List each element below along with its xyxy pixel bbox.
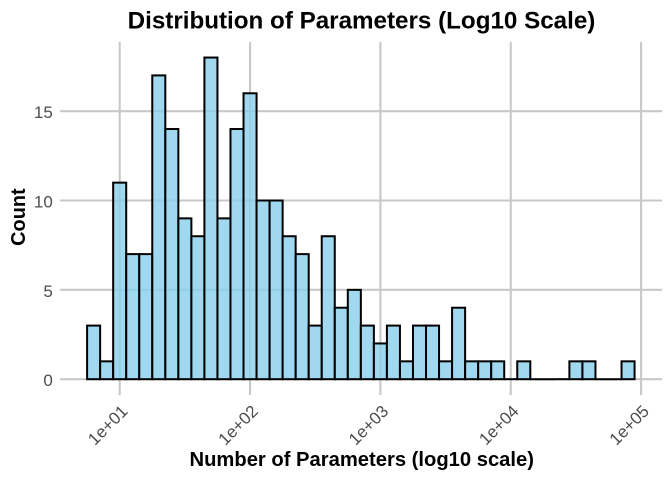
svg-text:0: 0 bbox=[43, 371, 52, 390]
svg-text:Number of Parameters (log10 sc: Number of Parameters (log10 scale) bbox=[190, 449, 534, 471]
svg-text:5: 5 bbox=[43, 282, 52, 301]
svg-text:Count: Count bbox=[8, 188, 30, 246]
svg-text:15: 15 bbox=[34, 103, 53, 122]
svg-text:10: 10 bbox=[34, 192, 53, 211]
svg-text:Distribution of Parameters (Lo: Distribution of Parameters (Log10 Scale) bbox=[128, 8, 596, 35]
